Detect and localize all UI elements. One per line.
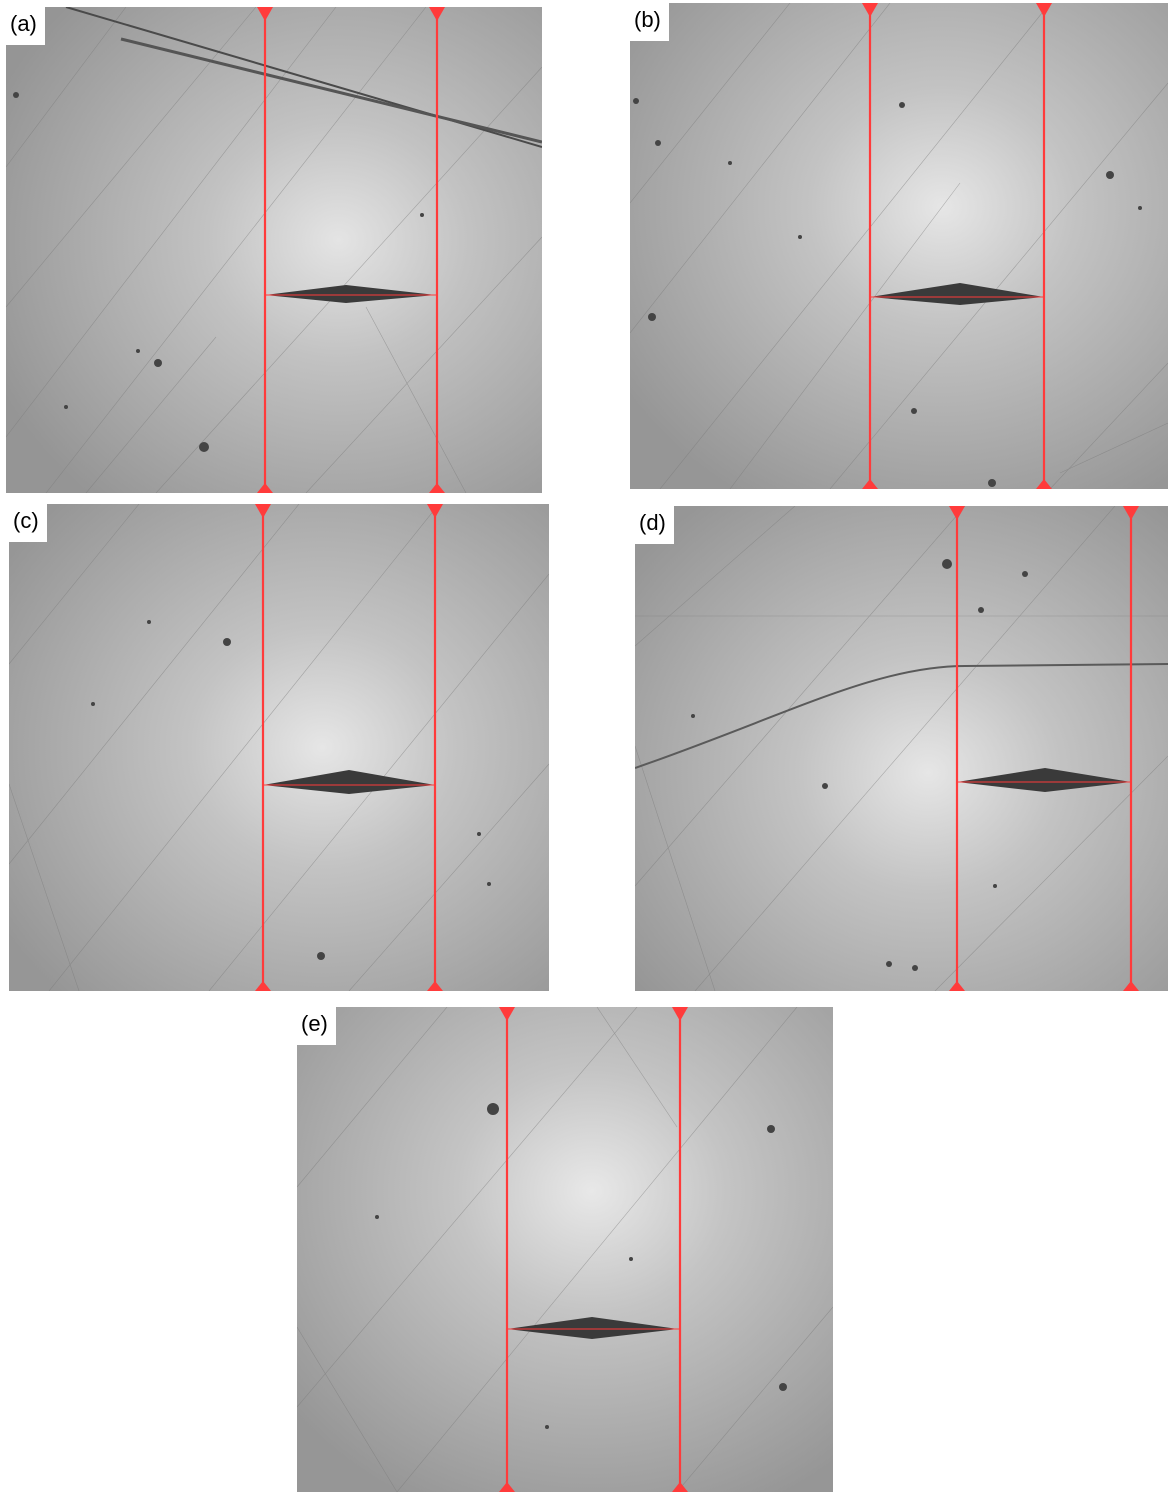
micrograph-panel-b: (b) xyxy=(630,3,1168,489)
panel-label-b: (b) xyxy=(630,3,669,41)
micrograph-image-b xyxy=(630,3,1168,489)
micrograph-image-c xyxy=(9,504,549,991)
micrograph-panel-e: (e) xyxy=(297,1007,833,1492)
measurement-lines-b xyxy=(868,3,1046,489)
measurement-lines-c xyxy=(261,504,437,991)
micrograph-image-e xyxy=(297,1007,833,1492)
measurement-lines-e xyxy=(505,1007,682,1492)
micrograph-image-a xyxy=(6,7,542,493)
panel-label-c: (c) xyxy=(9,504,47,542)
measurement-lines-d xyxy=(955,506,1133,991)
micrograph-panel-c: (c) xyxy=(9,504,549,991)
panel-label-e: (e) xyxy=(297,1007,336,1045)
micrograph-image-d xyxy=(635,506,1168,991)
micrograph-panel-a: (a) xyxy=(6,7,542,493)
measurement-lines-a xyxy=(263,7,439,493)
micrograph-panel-d: (d) xyxy=(635,506,1168,991)
panel-label-a: (a) xyxy=(6,7,45,45)
panel-label-d: (d) xyxy=(635,506,674,544)
